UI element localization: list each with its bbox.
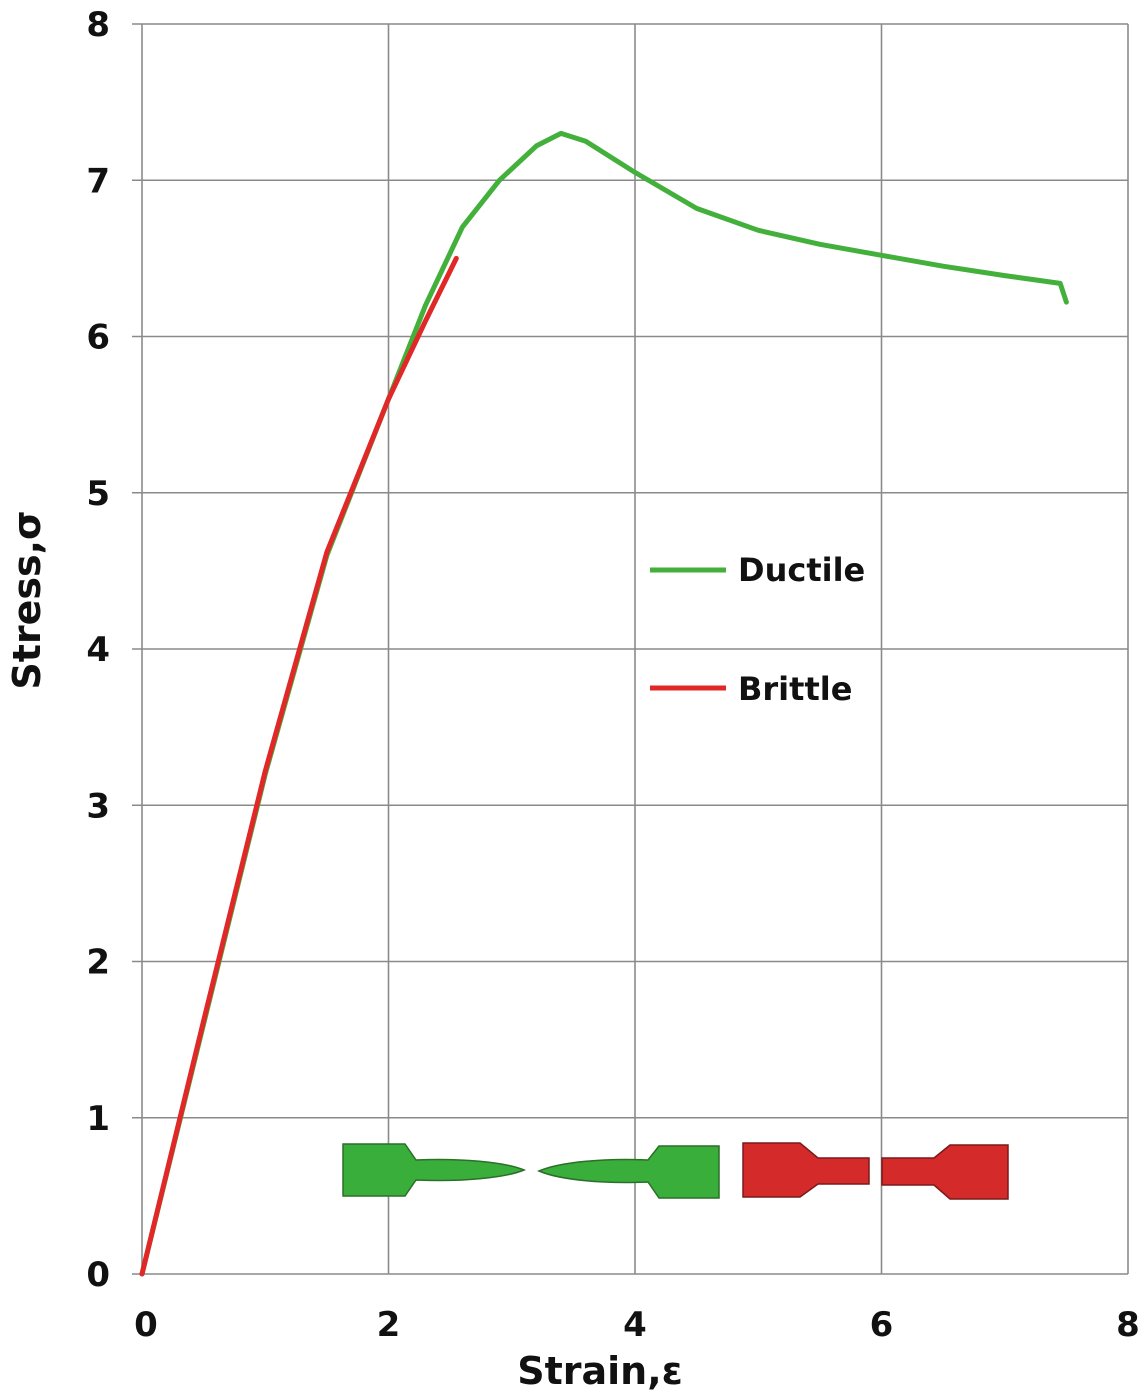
x-axis-title: Strain,ε — [517, 1349, 683, 1393]
ductile-specimen-left-half — [342, 1143, 526, 1197]
y-tick-label: 7 — [86, 161, 110, 201]
y-tick-label: 3 — [86, 786, 110, 826]
y-tick-label: 0 — [86, 1255, 110, 1295]
series-line-brittle — [139, 255, 459, 1277]
y-tick-labels: 0 1 2 3 4 5 6 7 8 — [86, 5, 110, 1295]
ductile-specimen-illustration — [342, 1143, 720, 1199]
legend-label-brittle: Brittle — [738, 670, 852, 708]
legend: Ductile Brittle — [650, 551, 865, 708]
series-line-ductile — [139, 130, 1069, 1277]
y-axis-title: Stress,σ — [5, 510, 49, 689]
brittle-specimen-right-half — [881, 1144, 1009, 1200]
y-tick-label: 1 — [86, 1099, 110, 1139]
brittle-specimen-left-half — [742, 1142, 870, 1198]
x-tick-label: 4 — [623, 1305, 647, 1345]
series-lines — [139, 130, 1069, 1277]
y-tick-label: 6 — [86, 318, 110, 358]
legend-label-ductile: Ductile — [738, 551, 865, 589]
ductile-specimen-right-half — [537, 1145, 720, 1199]
horizontal-gridlines — [132, 23, 1128, 1275]
y-tick-label: 4 — [86, 630, 110, 670]
y-tick-label: 5 — [86, 474, 110, 514]
x-tick-label: 6 — [870, 1305, 894, 1345]
x-tick-labels: 0 2 4 6 8 — [134, 1305, 1140, 1345]
y-tick-label: 2 — [86, 943, 110, 983]
x-tick-label: 2 — [377, 1305, 401, 1345]
x-tick-label: 0 — [134, 1305, 158, 1345]
x-tick-label: 8 — [1116, 1305, 1140, 1345]
brittle-specimen-illustration — [742, 1142, 1009, 1200]
y-tick-label: 8 — [86, 5, 110, 45]
